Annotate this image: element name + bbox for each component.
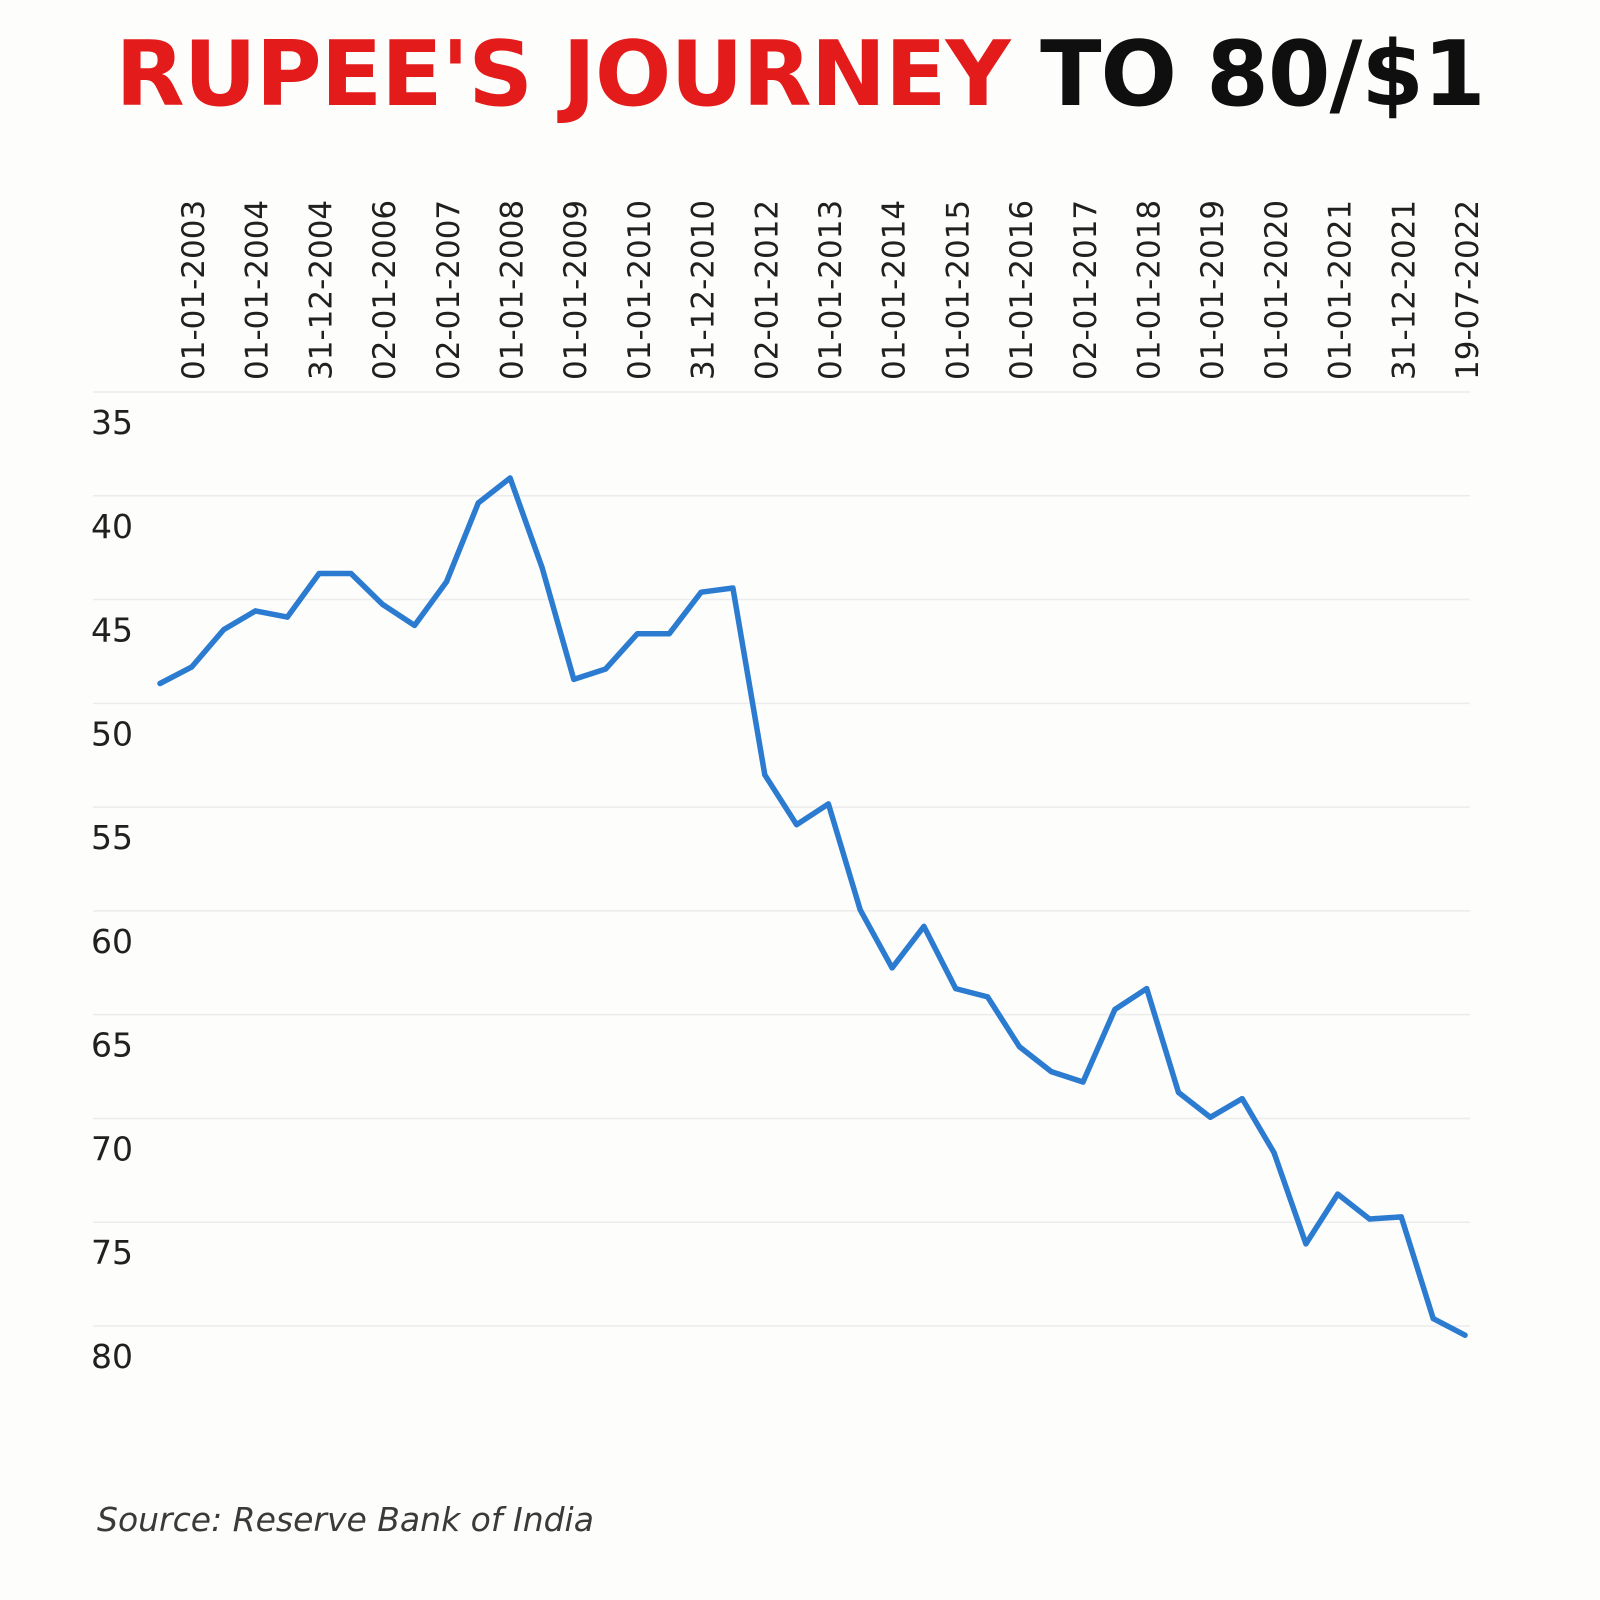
y-tick-label: 65 xyxy=(91,1026,133,1065)
data-point xyxy=(1016,1044,1023,1050)
data-point xyxy=(157,680,163,687)
data-point xyxy=(1175,1089,1182,1095)
data-point xyxy=(634,631,641,637)
data-point xyxy=(1366,1216,1373,1222)
data-point xyxy=(348,570,354,577)
y-tick-label: 55 xyxy=(91,818,133,857)
data-point xyxy=(1430,1316,1436,1322)
data-point xyxy=(1462,1332,1468,1338)
x-tick-label: 01-01-2008 xyxy=(495,200,531,380)
data-point xyxy=(666,631,672,637)
data-point xyxy=(284,614,290,620)
x-tick-label: 01-01-2016 xyxy=(1004,200,1040,380)
x-tick-label: 01-01-2010 xyxy=(622,200,658,380)
data-point xyxy=(1398,1214,1404,1220)
y-tick-label: 45 xyxy=(91,611,133,650)
data-point xyxy=(571,676,577,683)
x-tick-label: 02-01-2006 xyxy=(367,200,403,380)
x-tick-label: 02-01-2012 xyxy=(749,200,785,380)
data-point xyxy=(252,608,259,614)
data-point xyxy=(189,664,195,670)
data-point xyxy=(1112,1006,1118,1013)
data-point xyxy=(1239,1096,1245,1102)
data-point xyxy=(221,627,227,633)
x-tick-label: 01-01-2020 xyxy=(1259,200,1295,380)
x-tick-label: 31-12-2021 xyxy=(1386,200,1422,380)
chart-title-rest: TO 80/$1 xyxy=(1040,22,1486,127)
x-tick-label: 02-01-2017 xyxy=(1068,200,1104,380)
y-tick-label: 40 xyxy=(91,507,133,546)
y-tick-label: 60 xyxy=(91,922,133,961)
source-note: Source: Reserve Bank of India xyxy=(97,1500,594,1539)
gridlines xyxy=(93,391,1470,1327)
data-point xyxy=(762,772,768,778)
data-point xyxy=(857,907,863,913)
data-point xyxy=(921,923,927,930)
data-point xyxy=(1080,1079,1086,1085)
x-tick-label: 01-01-2003 xyxy=(176,200,212,380)
data-point xyxy=(794,822,800,828)
data-point xyxy=(1207,1114,1213,1120)
x-tick-label: 01-01-2015 xyxy=(940,200,976,380)
data-point xyxy=(1335,1191,1341,1197)
y-tick-label: 35 xyxy=(91,403,133,442)
data-point xyxy=(1271,1150,1277,1156)
chart-title: RUPEE'S JOURNEY TO 80/$1 xyxy=(0,22,1600,127)
series-line xyxy=(157,475,1468,1338)
data-point xyxy=(730,585,736,591)
x-tick-label: 01-01-2021 xyxy=(1323,200,1359,380)
data-point xyxy=(539,564,545,570)
data-point xyxy=(953,986,959,992)
data-point xyxy=(475,500,481,506)
y-tick-label: 75 xyxy=(91,1233,133,1272)
data-point xyxy=(412,622,418,629)
data-point xyxy=(825,801,832,807)
x-tick-label: 31-12-2004 xyxy=(303,200,339,380)
data-point xyxy=(1048,1069,1054,1075)
x-tick-label: 01-01-2009 xyxy=(558,200,594,380)
data-point xyxy=(985,994,991,1000)
x-tick-label: 01-01-2018 xyxy=(1132,200,1168,380)
x-tick-label: 31-12-2010 xyxy=(686,200,722,380)
x-tick-label: 02-01-2007 xyxy=(431,200,467,380)
y-axis-ticks: 35 40 45 50 55 60 65 70 75 80 xyxy=(91,403,133,1376)
y-tick-label: 80 xyxy=(91,1337,133,1376)
data-point xyxy=(443,579,450,585)
data-point xyxy=(889,965,895,971)
chart-title-highlight: RUPEE'S JOURNEY xyxy=(115,22,1010,127)
x-axis-ticks: 01-01-2003 01-01-2004 31-12-2004 02-01-2006… xyxy=(176,200,1486,380)
data-point xyxy=(1144,986,1150,992)
data-point xyxy=(316,570,322,577)
data-point xyxy=(603,666,609,672)
data-point xyxy=(698,589,704,595)
x-tick-label: 01-01-2014 xyxy=(877,200,913,380)
data-point xyxy=(507,475,513,481)
x-tick-label: 01-01-2013 xyxy=(813,200,849,380)
y-tick-label: 50 xyxy=(91,714,133,753)
data-point xyxy=(1303,1241,1309,1247)
y-tick-label: 70 xyxy=(91,1129,133,1168)
series-layer xyxy=(157,475,1468,1338)
x-tick-label: 01-01-2019 xyxy=(1195,200,1231,380)
data-point xyxy=(380,602,386,608)
x-tick-label: 01-01-2004 xyxy=(240,200,276,380)
x-tick-label: 19-07-2022 xyxy=(1450,200,1486,380)
